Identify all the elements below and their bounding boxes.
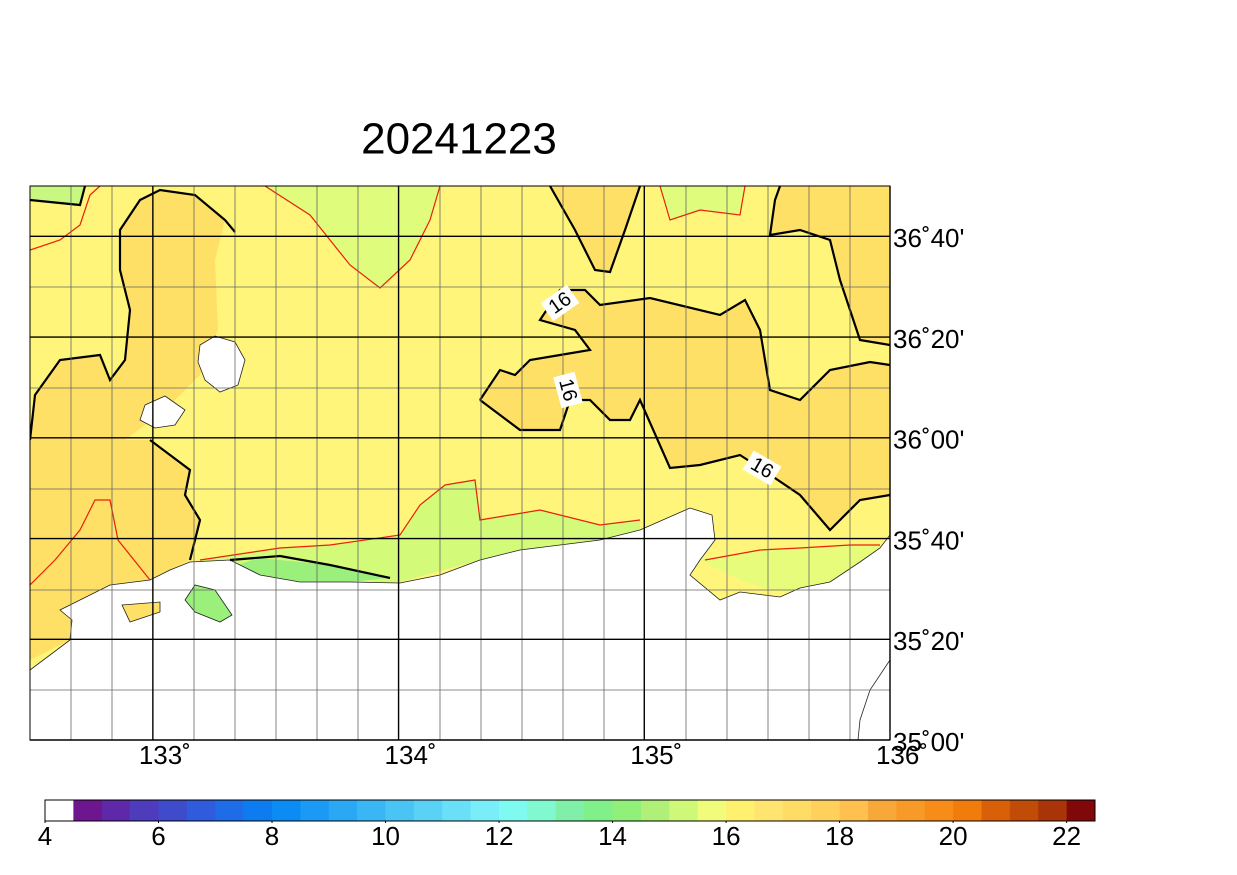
- color-box: [1066, 800, 1096, 821]
- warm-area: [770, 186, 890, 345]
- island: [121, 601, 161, 623]
- isotherm-16: [549, 186, 642, 274]
- land: [30, 507, 890, 740]
- color-box: [101, 800, 131, 821]
- isotherm: [199, 479, 641, 561]
- color-box: [584, 800, 613, 821]
- lon-label: 136˚: [876, 740, 928, 770]
- color-box: [272, 800, 301, 821]
- color-box: [300, 800, 330, 821]
- colorbar-label: 16: [712, 821, 741, 851]
- lon-label: 133˚: [139, 740, 191, 770]
- colorbar-label: 8: [265, 821, 279, 851]
- color-box: [215, 800, 244, 821]
- color-box: [640, 800, 670, 821]
- isotherm-16: [768, 186, 890, 347]
- map-title: 20241223: [361, 115, 557, 164]
- color-box: [1009, 800, 1039, 821]
- isotherm: [264, 186, 441, 289]
- colorbar-label: 12: [485, 821, 514, 851]
- label-box: [540, 284, 580, 322]
- lon-label: 135˚: [630, 740, 682, 770]
- isotherm-16: [30, 188, 236, 561]
- isotherm-16: [229, 554, 391, 580]
- color-box: [328, 800, 358, 821]
- color-box: [130, 800, 159, 821]
- color-box: [924, 800, 954, 821]
- color-box: [726, 800, 755, 821]
- colorbar-label: 22: [1052, 821, 1081, 851]
- colorbar-label: 6: [151, 821, 165, 851]
- colorbar-frame: [44, 799, 1096, 822]
- isotherm-16: [479, 288, 890, 532]
- isotherm: [704, 544, 880, 561]
- color-box: [867, 800, 897, 821]
- color-box: [413, 800, 443, 821]
- cool-area: [660, 186, 745, 220]
- color-box: [782, 800, 812, 821]
- lat-label: 35˚40': [893, 525, 964, 555]
- island: [139, 395, 186, 429]
- color-box: [385, 800, 415, 821]
- island: [184, 584, 233, 623]
- color-box: [669, 800, 699, 821]
- land: [857, 659, 890, 740]
- isotherm: [30, 186, 101, 251]
- color-box: [158, 800, 188, 821]
- label-box: [553, 371, 583, 409]
- lat-label: 36˚00': [893, 425, 964, 455]
- color-box: [186, 800, 216, 821]
- color-box: [499, 800, 528, 821]
- color-box: [470, 800, 500, 821]
- color-box: [243, 800, 273, 821]
- island: [197, 335, 246, 393]
- warm-area: [480, 290, 890, 530]
- lat-label: 36˚40': [893, 223, 964, 253]
- color-box: [953, 800, 982, 821]
- color-box: [527, 800, 557, 821]
- lat-label: 36˚20': [893, 324, 964, 354]
- colorbar-label: 18: [825, 821, 854, 851]
- isotherm-16: [30, 186, 87, 207]
- colorbar-label: 14: [598, 821, 627, 851]
- lon-label: 134˚: [385, 740, 437, 770]
- colorbar: 4 6 8 10 12 14 16 18 20 22: [38, 799, 1096, 851]
- color-box: [839, 800, 869, 821]
- color-box: [555, 800, 585, 821]
- color-box: [357, 800, 386, 821]
- colorbar-label: 20: [939, 821, 968, 851]
- color-box: [896, 800, 926, 821]
- major-grid: [30, 186, 891, 741]
- color-box: [612, 800, 642, 821]
- label-box: [742, 450, 782, 486]
- color-box: [45, 800, 74, 821]
- minor-grid: [30, 186, 890, 740]
- color-box: [981, 800, 1011, 821]
- lat-label: 35˚00': [893, 727, 964, 757]
- lat-label: 35˚20': [893, 626, 964, 656]
- color-box: [442, 800, 471, 821]
- color-box: [1038, 800, 1067, 821]
- warm-area: [30, 190, 225, 440]
- color-box: [697, 800, 727, 821]
- colorbar-label: 4: [38, 821, 52, 851]
- color-box: [811, 800, 840, 821]
- map-frame: [29, 185, 891, 741]
- isotherm: [659, 186, 746, 221]
- colorbar-label: 10: [371, 821, 400, 851]
- color-box: [754, 800, 784, 821]
- isotherm: [30, 499, 151, 586]
- color-box: [73, 800, 103, 821]
